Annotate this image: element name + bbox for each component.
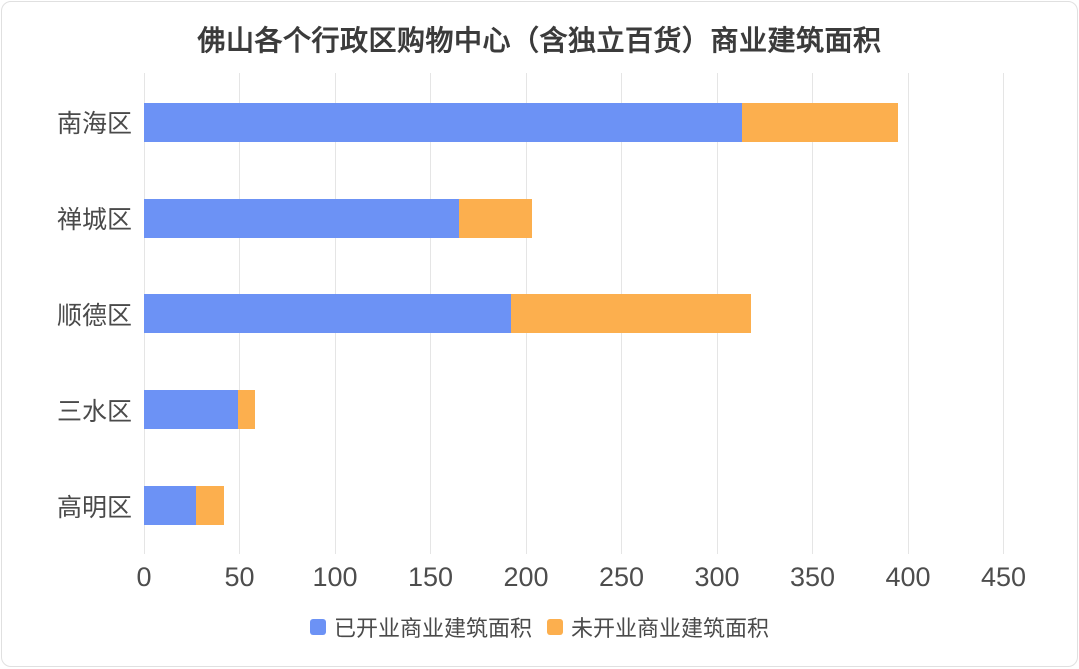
bar-row xyxy=(144,294,752,334)
plot-area xyxy=(143,73,1006,554)
x-tick-label: 400 xyxy=(885,562,931,592)
grid-line xyxy=(907,73,909,554)
legend-swatch xyxy=(547,619,563,635)
grid-line xyxy=(1003,73,1004,554)
grid-line xyxy=(812,73,813,554)
legend: 已开业商业建筑面积 未开业商业建筑面积 xyxy=(2,611,1077,643)
bar-segment-opened[interactable] xyxy=(144,198,460,238)
bar-segment-opened[interactable] xyxy=(144,102,742,142)
bar-row xyxy=(144,390,255,430)
bar-row xyxy=(144,102,899,142)
bar-segment-opened[interactable] xyxy=(144,390,238,430)
bar-row xyxy=(144,198,532,238)
bar-segment-opened[interactable] xyxy=(144,486,196,525)
category-label: 南海区 xyxy=(56,110,132,139)
legend-swatch xyxy=(309,619,326,635)
bar-segment-unopened[interactable] xyxy=(741,102,899,142)
x-tick-label: 50 xyxy=(224,562,255,592)
bar-segment-unopened[interactable] xyxy=(195,486,225,525)
category-label: 高明区 xyxy=(56,493,132,522)
legend-item-opened[interactable]: 已开业商业建筑面积 xyxy=(309,611,532,643)
category-label: 顺德区 xyxy=(56,301,132,330)
bar-segment-unopened[interactable] xyxy=(237,390,255,430)
x-tick-label: 450 xyxy=(980,562,1027,592)
legend-label: 未开业商业建筑面积 xyxy=(571,616,770,641)
chart-title: 佛山各个行政区购物中心（含独立百货）商业建筑面积 xyxy=(197,25,882,56)
x-tick-label: 100 xyxy=(312,562,358,592)
category-label: 三水区 xyxy=(56,397,132,426)
bar-row xyxy=(144,486,225,525)
legend-label: 已开业商业建筑面积 xyxy=(333,616,532,641)
category-label: 禅城区 xyxy=(56,206,132,235)
x-tick-label: 200 xyxy=(503,562,549,592)
bar-segment-unopened[interactable] xyxy=(510,294,752,334)
x-axis-labels: 0 50 100 150 200 250 300 350 400 450 xyxy=(2,562,1077,596)
bar-segment-opened[interactable] xyxy=(144,294,511,334)
x-tick-label: 250 xyxy=(598,562,645,592)
x-tick-label: 0 xyxy=(136,562,152,592)
x-tick-label: 150 xyxy=(407,562,454,592)
legend-item-unopened[interactable]: 未开业商业建筑面积 xyxy=(547,611,769,643)
x-tick-label: 350 xyxy=(789,562,836,592)
y-axis-labels: 南海区禅城区顺德区三水区高明区 xyxy=(2,73,132,554)
bar-segment-unopened[interactable] xyxy=(459,198,532,238)
x-tick-label: 300 xyxy=(694,562,740,592)
